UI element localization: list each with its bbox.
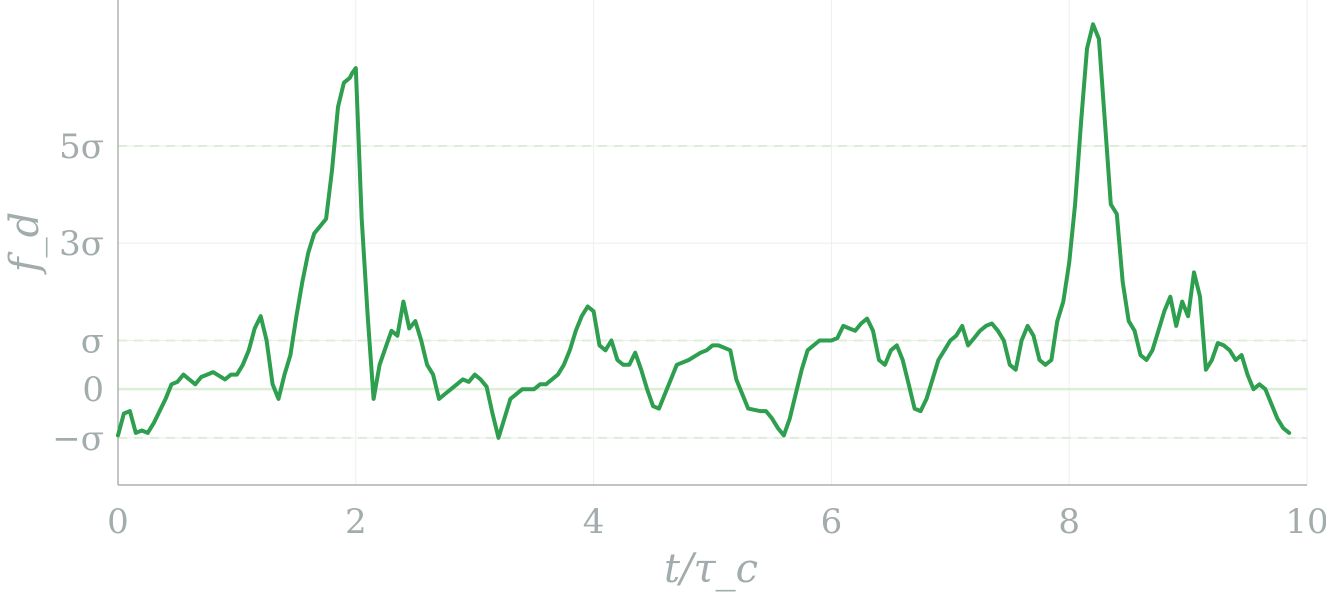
x-tick-label: 8 [1058,502,1080,542]
y-tick-label: σ [81,322,104,362]
series-layer [116,22,1292,440]
y-tick-labels: −σ 0 σ 3σ 5σ [52,127,104,459]
x-tick-labels: 0 2 4 6 8 10 [107,502,1326,542]
y-tick-label: 0 [82,370,104,410]
y-tick-label: 5σ [59,127,104,167]
x-tick-label: 0 [107,502,129,542]
x-tick-label: 4 [583,502,605,542]
axes [117,0,1307,486]
y-tick-label: −σ [52,419,104,459]
reference-lines [118,144,1307,439]
y-axis-title: f_d [2,212,48,275]
y-tick-label: 3σ [59,224,104,264]
series-line [116,22,1292,440]
vertical-gridlines [355,0,1308,485]
x-axis-title: t/τ_c [664,546,758,592]
x-tick-label: 6 [821,502,843,542]
x-tick-label: 10 [1285,502,1326,542]
x-tick-label: 2 [345,502,367,542]
